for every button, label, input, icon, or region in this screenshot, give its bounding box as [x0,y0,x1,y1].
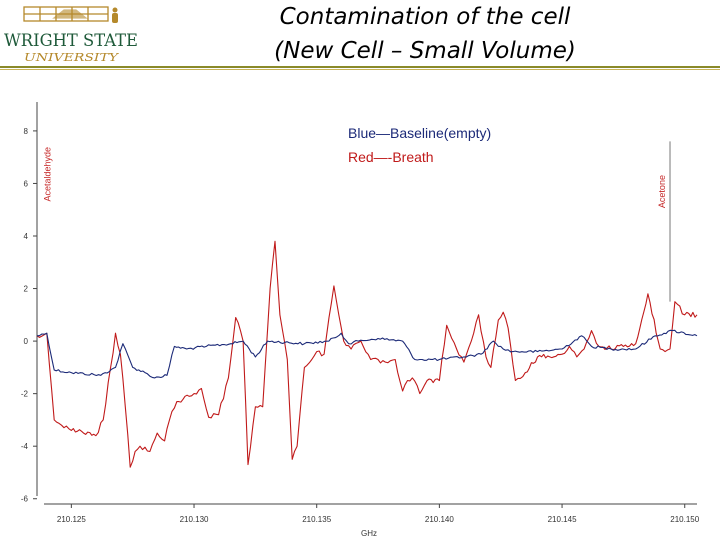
slide-title: Contamination of the cell (New Cell – Sm… [230,0,620,68]
wright-state-logo: WRIGHT STATE UNIVERSITY [2,2,142,68]
x-tick-label: 210.125 [57,515,86,524]
logo-line2: UNIVERSITY [24,51,120,64]
legend-entry-breath: Red—-Breath [348,149,434,165]
header-rule [0,66,720,68]
y-tick-label: 4 [24,232,29,241]
annotation-1: Acetone [657,141,671,302]
y-tick-label: 0 [24,337,29,346]
series-baseline-line [36,329,698,379]
y-tick-label: 2 [24,285,29,294]
y-axis-ticks: 8 6 4 2 0 -2 -4 -6 [21,127,37,504]
spectrum-chart: 8 6 4 2 0 -2 -4 -6 210.125 210.130 210.135 210.140… [21,102,700,538]
x-tick-label: 210.150 [670,515,699,524]
title-line-2: (New Cell – Small Volume) [274,38,576,64]
x-tick-label: 210.145 [548,515,577,524]
x-tick-label: 210.140 [425,515,454,524]
annotation-label: Acetone [657,175,667,208]
y-tick-label: 6 [24,179,29,188]
annotations: Acetaldehyde Acetone [43,141,671,302]
y-tick-label: -4 [21,442,29,451]
biplane-emblem [23,6,109,22]
x-axis-title: GHz [361,529,377,538]
header-rule-accent [0,69,720,70]
title-line-1: Contamination of the cell [279,4,571,30]
plot-frame [36,102,697,505]
y-tick-label: -6 [21,495,29,504]
x-tick-label: 210.135 [302,515,331,524]
annotation-label: Acetaldehyde [43,147,53,202]
y-tick-label: 8 [24,127,29,136]
legend-entry-baseline: Blue—Baseline(empty) [348,125,491,141]
x-axis-ticks: 210.125 210.130 210.135 210.140 210.145 210.1… [57,504,700,524]
figure-emblem [112,7,118,23]
legend: Blue—Baseline(empty) Red—-Breath [348,125,491,165]
x-tick-label: 210.130 [180,515,209,524]
annotation-0: Acetaldehyde [43,147,53,202]
series-breath-line [36,240,698,468]
logo-line1: WRIGHT STATE [4,31,138,51]
y-tick-label: -2 [21,390,29,399]
series-layer [36,240,698,468]
